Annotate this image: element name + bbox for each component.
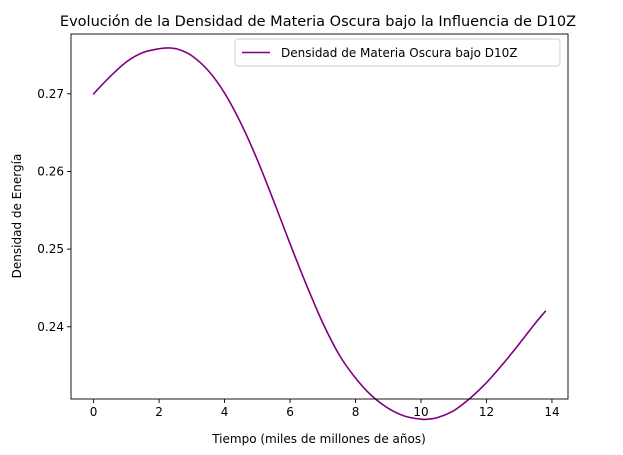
- x-tick-label: 4: [221, 405, 229, 419]
- x-axis-ticks: 0 2 4 6 8 10 12 14: [90, 399, 560, 419]
- x-tick-label: 12: [479, 405, 494, 419]
- y-tick-label: 0.25: [37, 242, 64, 256]
- plot-area: [70, 33, 569, 400]
- x-tick-label: 8: [352, 405, 360, 419]
- x-tick-label: 14: [544, 405, 559, 419]
- legend: Densidad de Materia Oscura bajo D10Z: [234, 38, 561, 67]
- x-axis-label: Tiempo (miles de millones de años): [211, 432, 426, 446]
- y-axis-ticks: 0.24 0.25 0.26 0.27: [37, 87, 71, 334]
- series-line: [92, 47, 547, 421]
- x-tick-label: 0: [90, 405, 98, 419]
- y-tick-label: 0.24: [37, 320, 64, 334]
- x-tick-label: 2: [155, 405, 163, 419]
- legend-label: Densidad de Materia Oscura bajo D10Z: [281, 46, 517, 60]
- chart-title: Evolución de la Densidad de Materia Oscu…: [60, 14, 576, 30]
- y-axis-label: Densidad de Energía: [10, 154, 24, 279]
- y-tick-label: 0.26: [37, 164, 64, 178]
- y-tick-label: 0.27: [37, 87, 64, 101]
- x-tick-label: 6: [286, 405, 294, 419]
- legend-box: [234, 38, 561, 67]
- x-tick-label: 10: [413, 405, 428, 419]
